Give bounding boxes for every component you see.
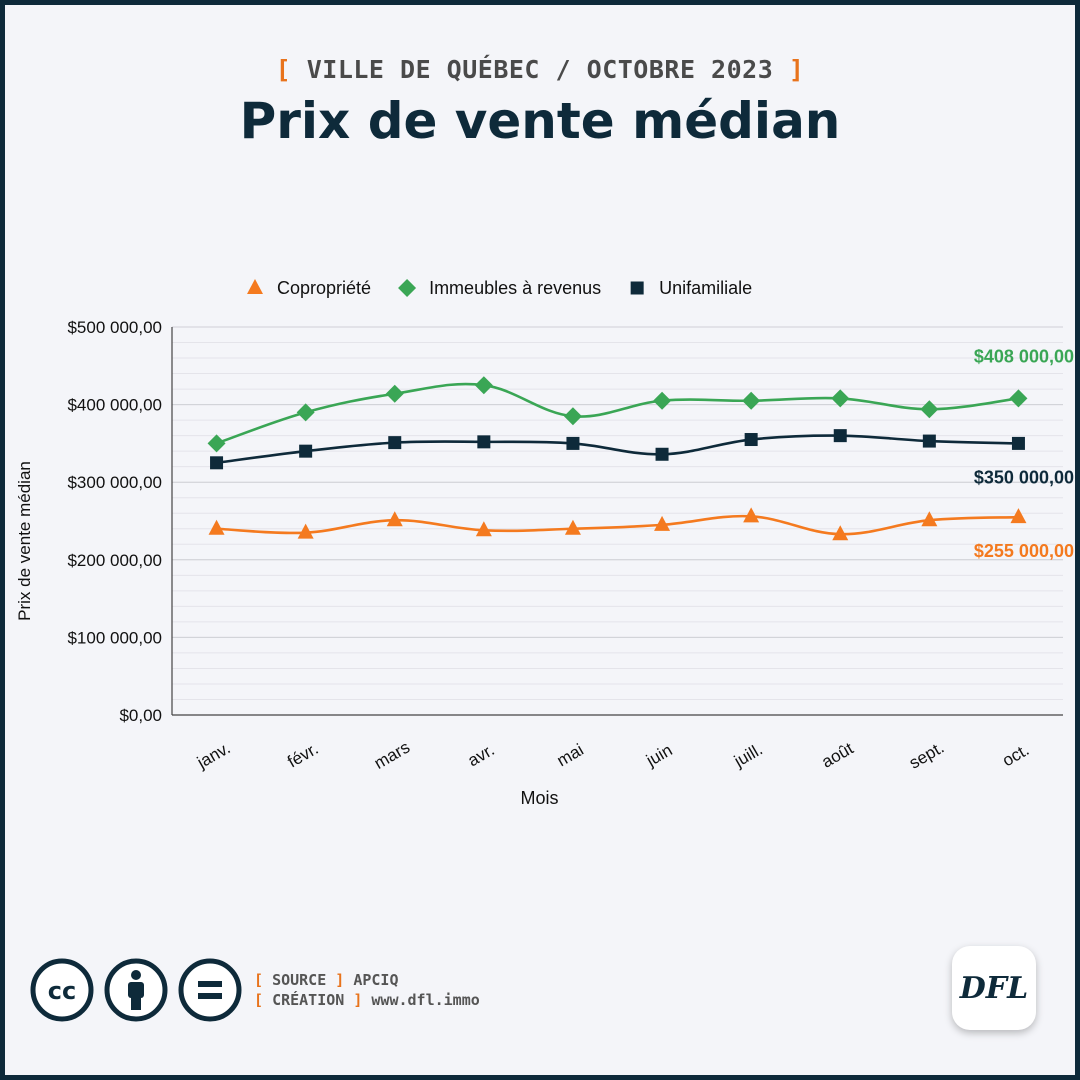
data-point — [564, 519, 581, 535]
x-tick-label: févr. — [284, 739, 321, 772]
x-tick-label: janv. — [193, 738, 233, 772]
data-point — [921, 511, 938, 527]
supertitle-open-bracket: [ — [275, 55, 292, 84]
data-point — [743, 507, 760, 523]
data-point — [920, 400, 939, 419]
data-point — [474, 376, 493, 395]
x-tick-label: sept. — [906, 738, 947, 773]
data-point — [477, 435, 491, 449]
series-line — [216, 434, 1019, 465]
end-value-label: $350 000,00 — [974, 467, 1074, 487]
creation-open-bracket: [ — [254, 991, 264, 1009]
legend-marker — [398, 279, 417, 297]
source-value: APCIQ — [353, 971, 399, 989]
y-tick-label: $500 000,00 — [67, 318, 162, 337]
legend-label: Unifamiliale — [659, 278, 752, 298]
legend-label: Immeubles à revenus — [429, 278, 601, 298]
x-axis-title: Mois — [520, 788, 558, 808]
legend-marker — [630, 281, 644, 295]
y-tick-label: $100 000,00 — [67, 628, 162, 647]
data-point — [296, 403, 315, 422]
attribution-icon — [104, 958, 168, 1022]
end-value-label: $408 000,00 — [974, 346, 1074, 366]
data-point — [742, 391, 761, 410]
data-point — [833, 429, 847, 443]
no-derivatives-icon — [178, 958, 242, 1022]
data-point — [832, 525, 849, 541]
series-line — [216, 382, 1019, 445]
data-point — [1011, 436, 1025, 450]
credits: [ SOURCE ] APCIQ [ CRÉATION ] www.dfl.im… — [254, 970, 480, 1010]
series-line — [216, 514, 1019, 536]
x-tick-label: avr. — [464, 740, 497, 770]
y-axis-title: Prix de vente médian — [15, 461, 34, 621]
end-value-label: $255 000,00 — [974, 541, 1074, 561]
dfl-logo: DFL — [952, 946, 1036, 1030]
y-tick-label: $300 000,00 — [67, 473, 162, 492]
supertitle-text: VILLE DE QUÉBEC / OCTOBRE 2023 — [306, 55, 774, 84]
data-point — [297, 523, 314, 539]
y-tick-label: $400 000,00 — [67, 396, 162, 415]
data-point — [388, 436, 402, 450]
cc-icon: cc — [30, 958, 94, 1022]
creation-close-bracket: ] — [353, 991, 363, 1009]
x-tick-label: juin — [642, 740, 675, 770]
x-tick-label: mars — [371, 738, 413, 773]
data-point — [208, 519, 225, 535]
source-key: SOURCE — [272, 971, 327, 989]
supertitle: [ VILLE DE QUÉBEC / OCTOBRE 2023 ] — [0, 55, 1080, 84]
y-tick-label: $0,00 — [119, 706, 162, 725]
creation-line: [ CRÉATION ] www.dfl.immo — [254, 990, 480, 1010]
source-line: [ SOURCE ] APCIQ — [254, 970, 480, 990]
creation-key: CRÉATION — [272, 991, 345, 1009]
supertitle-close-bracket: ] — [788, 55, 805, 84]
x-tick-label: juill. — [730, 740, 766, 772]
data-point — [1009, 389, 1028, 408]
data-point — [385, 384, 404, 403]
data-point — [207, 434, 226, 453]
legend-label: Copropriété — [277, 278, 371, 298]
data-point — [654, 515, 671, 531]
page-title: Prix de vente médian — [239, 92, 841, 150]
legend-marker — [247, 279, 263, 294]
data-point — [299, 444, 313, 458]
y-tick-label: $200 000,00 — [67, 551, 162, 570]
source-open-bracket: [ — [254, 971, 264, 989]
x-tick-label: août — [818, 739, 856, 772]
data-point — [653, 391, 672, 410]
data-point — [655, 447, 669, 461]
x-tick-label: oct. — [999, 740, 1032, 770]
data-point — [566, 436, 580, 450]
creation-value: www.dfl.immo — [371, 991, 480, 1009]
data-point — [386, 511, 403, 527]
data-point — [210, 456, 224, 470]
data-point — [831, 389, 850, 408]
data-point — [475, 521, 492, 537]
x-tick-label: mai — [554, 740, 587, 770]
data-point — [1010, 508, 1027, 524]
data-point — [744, 433, 758, 447]
source-close-bracket: ] — [335, 971, 345, 989]
data-point — [922, 434, 936, 448]
data-point — [563, 407, 582, 426]
svg-text:cc: cc — [48, 977, 76, 1005]
